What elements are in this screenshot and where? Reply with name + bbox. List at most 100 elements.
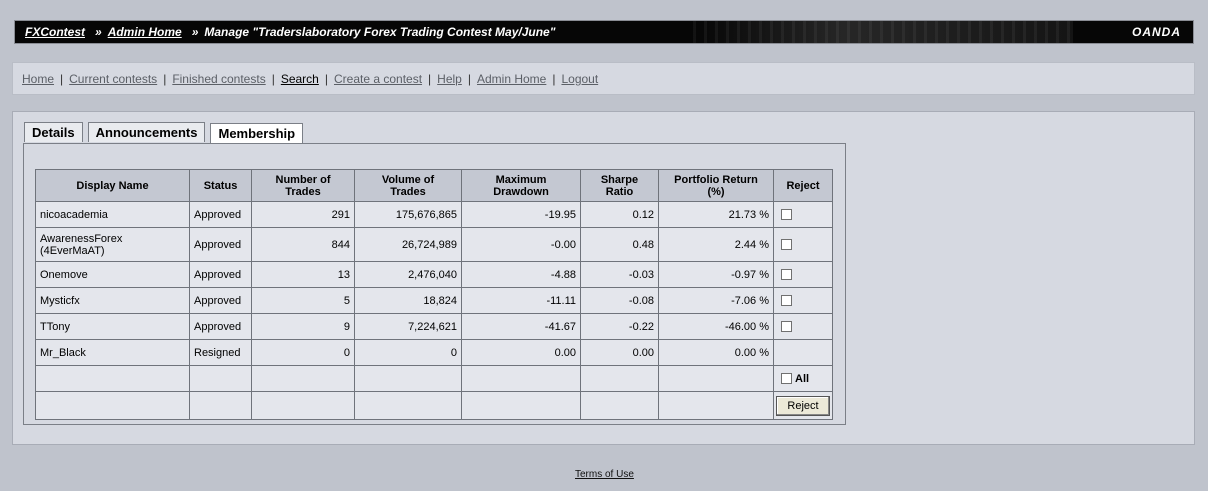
membership-panel: Display Name Status Number of Trades Volu… (23, 143, 846, 425)
cell-maximum-drawdown: -19.95 (461, 201, 581, 228)
cell-status: Approved (189, 313, 252, 340)
reject-checkbox[interactable] (781, 209, 792, 221)
tab-bar: Details Announcements Membership (24, 122, 304, 145)
cell-display-name: Mysticfx (35, 287, 190, 314)
cell-reject-action: Reject (773, 391, 833, 420)
tab-announcements[interactable]: Announcements (87, 122, 206, 142)
reject-checkbox[interactable] (781, 321, 792, 333)
cell-reject (773, 201, 833, 228)
cell-number-of-trades: 9 (251, 313, 355, 340)
cell-status: Approved (189, 201, 252, 228)
cell-reject (773, 261, 833, 288)
oanda-logo: OANDA (1132, 25, 1181, 39)
empty-cell (35, 365, 190, 392)
cell-maximum-drawdown: -11.11 (461, 287, 581, 314)
empty-cell (354, 391, 462, 420)
nav-separator: | (163, 71, 167, 86)
nav-separator: | (552, 71, 556, 86)
cell-reject (773, 227, 833, 262)
empty-cell (251, 391, 355, 420)
empty-cell (461, 365, 581, 392)
cell-maximum-drawdown: -41.67 (461, 313, 581, 340)
reject-checkbox[interactable] (781, 295, 792, 307)
cell-display-name: AwarenessForex (4EverMaAT) (35, 227, 190, 262)
cell-portfolio-return: 2.44 % (658, 227, 774, 262)
empty-cell (189, 391, 252, 420)
table-row-select-all: All (35, 365, 833, 392)
reject-checkbox[interactable] (781, 239, 792, 251)
select-all-checkbox[interactable] (781, 373, 792, 385)
cell-portfolio-return: -7.06 % (658, 287, 774, 314)
empty-cell (580, 365, 659, 392)
empty-cell (35, 391, 190, 420)
header-sharpe-ratio: Sharpe Ratio (580, 169, 659, 202)
reject-button[interactable]: Reject (776, 395, 830, 416)
nav-create-contest-link[interactable]: Create a contest (333, 71, 423, 86)
cell-reject (773, 339, 833, 366)
cell-portfolio-return: 21.73 % (658, 201, 774, 228)
cell-display-name: Mr_Black (35, 339, 190, 366)
header-display-name: Display Name (35, 169, 190, 202)
cell-status: Approved (189, 287, 252, 314)
cell-volume-of-trades: 0 (354, 339, 462, 366)
cell-sharpe-ratio: 0.12 (580, 201, 659, 228)
cell-sharpe-ratio: -0.03 (580, 261, 659, 288)
cell-sharpe-ratio: 0.00 (580, 339, 659, 366)
terms-of-use-link[interactable]: Terms of Use (575, 469, 634, 480)
cell-status: Approved (189, 227, 252, 262)
tab-details[interactable]: Details (24, 122, 83, 142)
cell-reject (773, 313, 833, 340)
header-status: Status (189, 169, 252, 202)
cell-portfolio-return: -46.00 % (658, 313, 774, 340)
cell-volume-of-trades: 2,476,040 (354, 261, 462, 288)
cell-status: Resigned (189, 339, 252, 366)
cell-portfolio-return: 0.00 % (658, 339, 774, 366)
empty-cell (658, 365, 774, 392)
table-row: AwarenessForex (4EverMaAT) Approved 844 … (35, 227, 833, 262)
breadcrumb-admin-home-link[interactable]: Admin Home (107, 25, 182, 39)
nav-home-link[interactable]: Home (22, 71, 55, 86)
cell-display-name: Onemove (35, 261, 190, 288)
cell-volume-of-trades: 26,724,989 (354, 227, 462, 262)
header-volume-of-trades: Volume of Trades (354, 169, 462, 202)
empty-cell (189, 365, 252, 392)
nav-logout-link[interactable]: Logout (561, 71, 599, 86)
header-maximum-drawdown: Maximum Drawdown (461, 169, 581, 202)
select-all-label: All (795, 372, 810, 385)
cell-display-name: TTony (35, 313, 190, 340)
table-row: Mr_Black Resigned 0 0 0.00 0.00 0.00 % (35, 339, 833, 366)
nav-finished-contests-link[interactable]: Finished contests (172, 71, 266, 86)
breadcrumb-fxcontest-link[interactable]: FXContest (25, 25, 85, 39)
nav-separator: | (467, 71, 471, 86)
cell-select-all: All (773, 365, 833, 392)
nav-search-link[interactable]: Search (280, 71, 319, 86)
cell-sharpe-ratio: 0.48 (580, 227, 659, 262)
nav-help-link[interactable]: Help (437, 71, 462, 86)
empty-cell (354, 365, 462, 392)
nav-admin-home-link[interactable]: Admin Home (476, 71, 547, 86)
reject-checkbox[interactable] (781, 269, 792, 281)
cell-number-of-trades: 5 (251, 287, 355, 314)
header-decoration (693, 21, 1073, 43)
breadcrumb-separator: » (191, 25, 199, 39)
empty-cell (658, 391, 774, 420)
breadcrumb: FXContest » Admin Home » Manage "Traders… (15, 25, 555, 39)
table-row: TTony Approved 9 7,224,621 -41.67 -0.22 … (35, 313, 833, 340)
nav-current-contests-link[interactable]: Current contests (69, 71, 158, 86)
header-bar: FXContest » Admin Home » Manage "Traders… (14, 20, 1194, 44)
tab-membership[interactable]: Membership (210, 123, 304, 145)
cell-sharpe-ratio: -0.22 (580, 313, 659, 340)
header-number-of-trades: Number of Trades (251, 169, 355, 202)
table-row-actions: Reject (35, 391, 833, 420)
table-header-row: Display Name Status Number of Trades Volu… (35, 169, 833, 202)
cell-maximum-drawdown: -4.88 (461, 261, 581, 288)
empty-cell (251, 365, 355, 392)
membership-table: Display Name Status Number of Trades Volu… (35, 169, 833, 420)
cell-portfolio-return: -0.97 % (658, 261, 774, 288)
cell-number-of-trades: 0 (251, 339, 355, 366)
table-row: nicoacademia Approved 291 175,676,865 -1… (35, 201, 833, 228)
cell-number-of-trades: 844 (251, 227, 355, 262)
table-row: Onemove Approved 13 2,476,040 -4.88 -0.0… (35, 261, 833, 288)
breadcrumb-separator: » (95, 25, 102, 39)
cell-maximum-drawdown: 0.00 (461, 339, 581, 366)
